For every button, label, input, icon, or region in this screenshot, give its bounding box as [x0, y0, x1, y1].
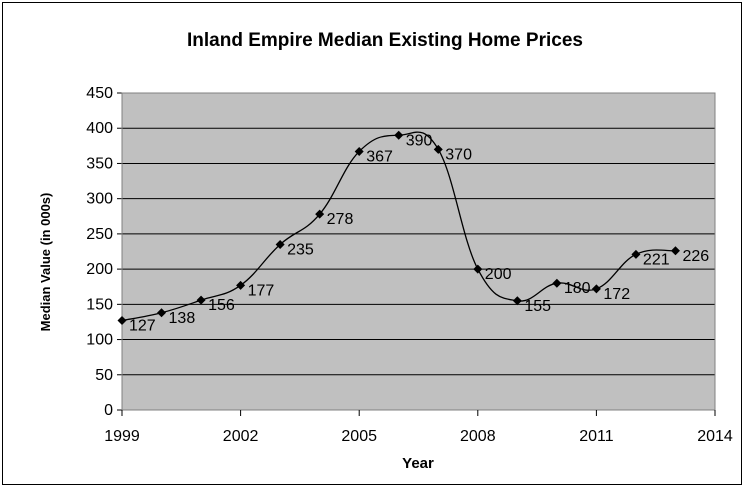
- data-point-marker: [315, 209, 325, 219]
- data-point-marker: [433, 144, 443, 154]
- data-label: 127: [129, 318, 156, 335]
- data-point-marker: [670, 246, 680, 256]
- y-tick-label: 300: [86, 191, 113, 208]
- chart-title: Inland Empire Median Existing Home Price…: [187, 30, 583, 51]
- data-label: 172: [603, 286, 630, 303]
- y-tick-label: 350: [86, 155, 113, 172]
- data-label: 226: [682, 248, 709, 265]
- data-label: 180: [564, 280, 591, 297]
- data-point-marker: [354, 146, 364, 156]
- data-label: 235: [287, 241, 314, 258]
- x-tick-label: 2005: [341, 428, 377, 445]
- data-point-marker: [394, 130, 404, 140]
- y-axis-title: Median Value (in 000s): [38, 193, 53, 332]
- data-point-marker: [631, 249, 641, 259]
- plot-area: 0 50 100 150 200 250 300 350 400 450 1999 2002 2005 2…: [86, 85, 733, 445]
- data-point-marker: [236, 280, 246, 290]
- x-tick-label: 2002: [223, 428, 259, 445]
- x-tick-label: 2008: [460, 428, 496, 445]
- data-label: 138: [169, 310, 196, 327]
- y-tick-label: 150: [86, 296, 113, 313]
- data-label: 390: [406, 132, 433, 149]
- data-point-marker: [157, 308, 167, 318]
- y-tick-label: 450: [86, 85, 113, 102]
- data-point-marker: [552, 278, 562, 288]
- data-label: 221: [643, 251, 670, 268]
- data-point-marker: [196, 295, 206, 305]
- data-label: 156: [208, 297, 235, 314]
- x-axis-title: Year: [402, 455, 434, 472]
- data-point-marker: [512, 296, 522, 306]
- data-point-marker: [473, 264, 483, 274]
- y-tick-label: 400: [86, 120, 113, 137]
- x-tick-label: 2011: [579, 428, 614, 445]
- data-point-marker: [275, 239, 285, 249]
- y-tick-label: 250: [86, 226, 113, 243]
- y-tick-label: 50: [95, 367, 113, 384]
- y-tick-label: 0: [104, 402, 113, 419]
- data-point-marker: [591, 284, 601, 294]
- data-label: 177: [248, 282, 275, 299]
- y-tick-label: 200: [86, 261, 113, 278]
- plot-background: [122, 93, 715, 410]
- x-tick-label: 2014: [697, 428, 733, 445]
- data-label: 370: [445, 146, 472, 163]
- data-point-marker: [117, 316, 127, 326]
- data-label: 278: [327, 211, 354, 228]
- plot-border: [121, 92, 716, 411]
- x-tick-label: 1999: [104, 428, 140, 445]
- data-label: 200: [485, 266, 512, 283]
- data-label: 367: [366, 148, 393, 165]
- data-label: 155: [524, 298, 551, 315]
- y-tick-label: 100: [86, 332, 113, 349]
